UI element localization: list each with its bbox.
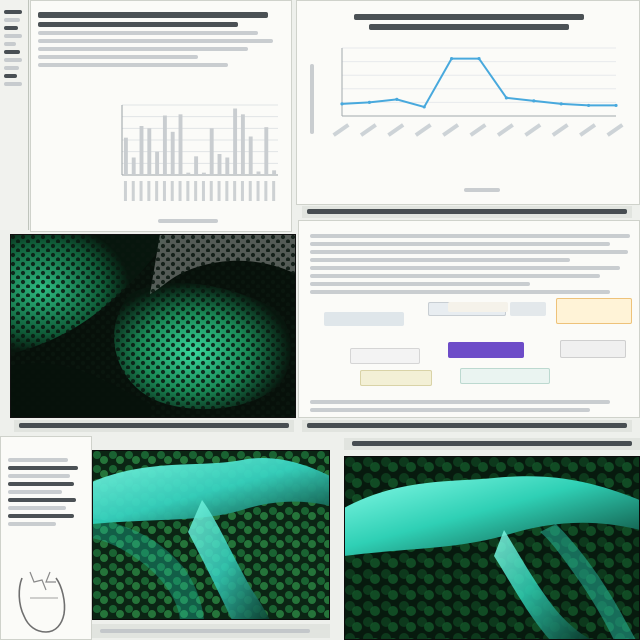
doc-chip-4: [510, 302, 546, 316]
series-line: [341, 57, 616, 109]
bar-10: [194, 156, 199, 175]
bar-19: [264, 127, 269, 175]
line-point-1: [340, 102, 344, 106]
line-tick-2: [359, 123, 377, 137]
bar-20: [272, 170, 277, 175]
bar-4: [147, 128, 152, 175]
bar-15: [233, 108, 238, 175]
doc-chip-7: [448, 342, 524, 358]
bar-tick-3: [139, 181, 143, 201]
line-point-10: [587, 103, 591, 108]
bar-tick-5: [155, 181, 159, 201]
doc-chip-3: [448, 302, 508, 312]
line-tick-6: [469, 123, 487, 137]
line-tick-8: [524, 123, 542, 137]
line-point-4: [422, 105, 426, 109]
bar-tick-4: [147, 181, 151, 201]
line-ylabel-line: [310, 64, 314, 134]
caption-bottom-right: [344, 438, 640, 450]
panel-fiber-image-left: [92, 450, 330, 620]
line-point-9: [559, 102, 563, 106]
bar-5: [155, 151, 160, 175]
bar-tick-17: [248, 181, 252, 201]
bar-12: [209, 128, 214, 175]
caption-top-right: [302, 206, 632, 218]
line-point-6: [477, 56, 481, 61]
bar-tick-18: [256, 181, 260, 201]
line-tick-1: [332, 123, 350, 137]
bar-6: [162, 115, 167, 175]
bar-tick-11: [201, 181, 205, 201]
line-point-8: [532, 99, 536, 103]
teal-bundle-icon: [344, 456, 640, 640]
doc-chip-5: [556, 298, 632, 324]
bar-tick-8: [178, 181, 182, 201]
line-tick-11: [606, 123, 624, 137]
bar-18: [256, 171, 261, 175]
bar-tick-20: [272, 181, 276, 201]
bar-tick-9: [186, 181, 190, 201]
doc-chip-9: [360, 370, 432, 386]
doc-chip-8: [560, 340, 626, 358]
bar-tick-19: [264, 181, 268, 201]
bar-tick-2: [131, 181, 135, 201]
bar-tick-13: [217, 181, 221, 201]
panel-fiber-image-right: [344, 456, 640, 640]
panel-line-chart: [296, 0, 640, 205]
bar-2: [131, 157, 136, 175]
line-drawing-icon: [18, 571, 66, 633]
line-tick-9: [551, 123, 569, 137]
bar-tick-6: [162, 181, 166, 201]
bar-16: [240, 114, 245, 175]
line-point-2: [367, 100, 371, 104]
caption-middle-left: [14, 420, 294, 432]
line-xlabel-line: [464, 188, 500, 192]
line-tick-10: [579, 123, 597, 137]
bar-tick-10: [194, 181, 198, 201]
caption-bottom-middle: [92, 624, 330, 638]
doc-chip-10: [460, 368, 550, 384]
line-tick-4: [414, 123, 432, 137]
line-point-11: [614, 103, 618, 108]
line-tick-3: [387, 123, 405, 137]
honeycomb-texture-icon: [10, 234, 296, 418]
teal-fiber-icon: [92, 450, 330, 620]
line-chart-svg: [332, 47, 624, 137]
bar-xlabel-line: [158, 219, 218, 223]
doc-chip-6: [350, 348, 420, 364]
doc-chip-1: [324, 312, 404, 326]
bar-11: [201, 172, 206, 175]
bar-13: [217, 154, 222, 175]
line-point-7: [504, 96, 508, 100]
bar-tick-1: [123, 181, 127, 201]
bar-14: [225, 157, 230, 175]
bar-7: [170, 131, 175, 175]
panel-bar-title-line: [38, 12, 268, 18]
bar-chart-svg: [121, 104, 278, 201]
bar-9: [186, 172, 191, 175]
panel-document: [298, 220, 640, 418]
line-point-5: [450, 56, 454, 61]
caption-middle-right: [302, 420, 632, 432]
bar-3: [139, 126, 144, 175]
bar-tick-16: [240, 181, 244, 201]
bar-tick-7: [170, 181, 174, 201]
bar-tick-12: [209, 181, 213, 201]
bar-1: [123, 137, 128, 175]
line-point-3: [395, 97, 399, 101]
panel-honeycomb-image: [10, 234, 296, 418]
bar-8: [178, 114, 183, 175]
left-text-strip: [0, 0, 29, 230]
bar-17: [248, 136, 253, 175]
bar-tick-15: [233, 181, 237, 201]
panel-line-title-line: [354, 14, 584, 20]
bar-tick-14: [225, 181, 229, 201]
line-tick-7: [496, 123, 514, 137]
line-tick-5: [442, 123, 460, 137]
panel-bottom-text: [0, 436, 92, 640]
panel-bar-chart: [30, 0, 292, 232]
